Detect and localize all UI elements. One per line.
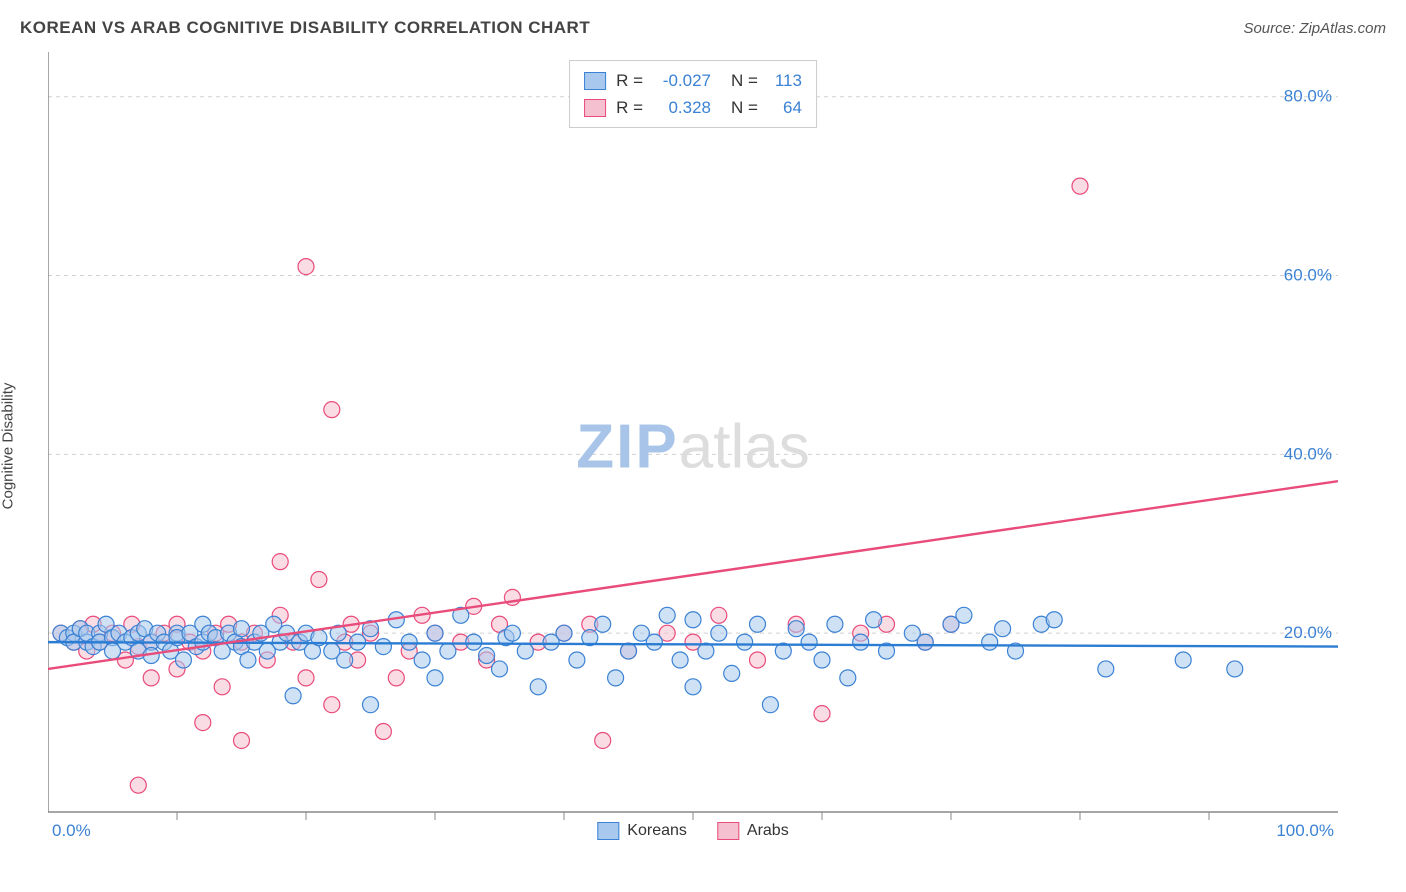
r-value: 0.328 <box>653 94 711 121</box>
chart-area: 20.0%40.0%60.0%80.0%0.0%100.0% ZIPatlas … <box>48 52 1338 842</box>
svg-text:100.0%: 100.0% <box>1276 821 1334 840</box>
svg-text:0.0%: 0.0% <box>52 821 91 840</box>
legend-label: Koreans <box>627 822 687 840</box>
swatch-icon <box>717 822 739 840</box>
r-label: R = <box>616 94 643 121</box>
stat-row: R = 0.328 N = 64 <box>584 94 802 121</box>
r-value: -0.027 <box>653 67 711 94</box>
n-value: 64 <box>768 94 802 121</box>
legend-label: Arabs <box>747 822 789 840</box>
stats-legend-box: R = -0.027 N = 113 R = 0.328 N = 64 <box>569 60 817 128</box>
svg-text:60.0%: 60.0% <box>1284 266 1332 285</box>
swatch-icon <box>584 72 606 90</box>
svg-text:40.0%: 40.0% <box>1284 444 1332 463</box>
scatter-plot: 20.0% 40.0% 60.0% 80.0% 0.0% 100.0% <box>48 52 1338 842</box>
swatch-icon <box>584 99 606 117</box>
y-axis-label: Cognitive Disability <box>0 383 17 510</box>
n-label: N = <box>731 67 758 94</box>
n-value: 113 <box>768 67 802 94</box>
legend-item: Arabs <box>717 822 789 840</box>
chart-title: KOREAN VS ARAB COGNITIVE DISABILITY CORR… <box>20 18 590 38</box>
source-label: Source: ZipAtlas.com <box>1243 20 1386 37</box>
header: KOREAN VS ARAB COGNITIVE DISABILITY CORR… <box>20 18 1386 38</box>
swatch-icon <box>597 822 619 840</box>
r-label: R = <box>616 67 643 94</box>
legend-item: Koreans <box>597 822 687 840</box>
stat-row: R = -0.027 N = 113 <box>584 67 802 94</box>
svg-text:80.0%: 80.0% <box>1284 87 1332 106</box>
svg-text:20.0%: 20.0% <box>1284 623 1332 642</box>
bottom-legend: Koreans Arabs <box>597 822 788 840</box>
n-label: N = <box>731 94 758 121</box>
